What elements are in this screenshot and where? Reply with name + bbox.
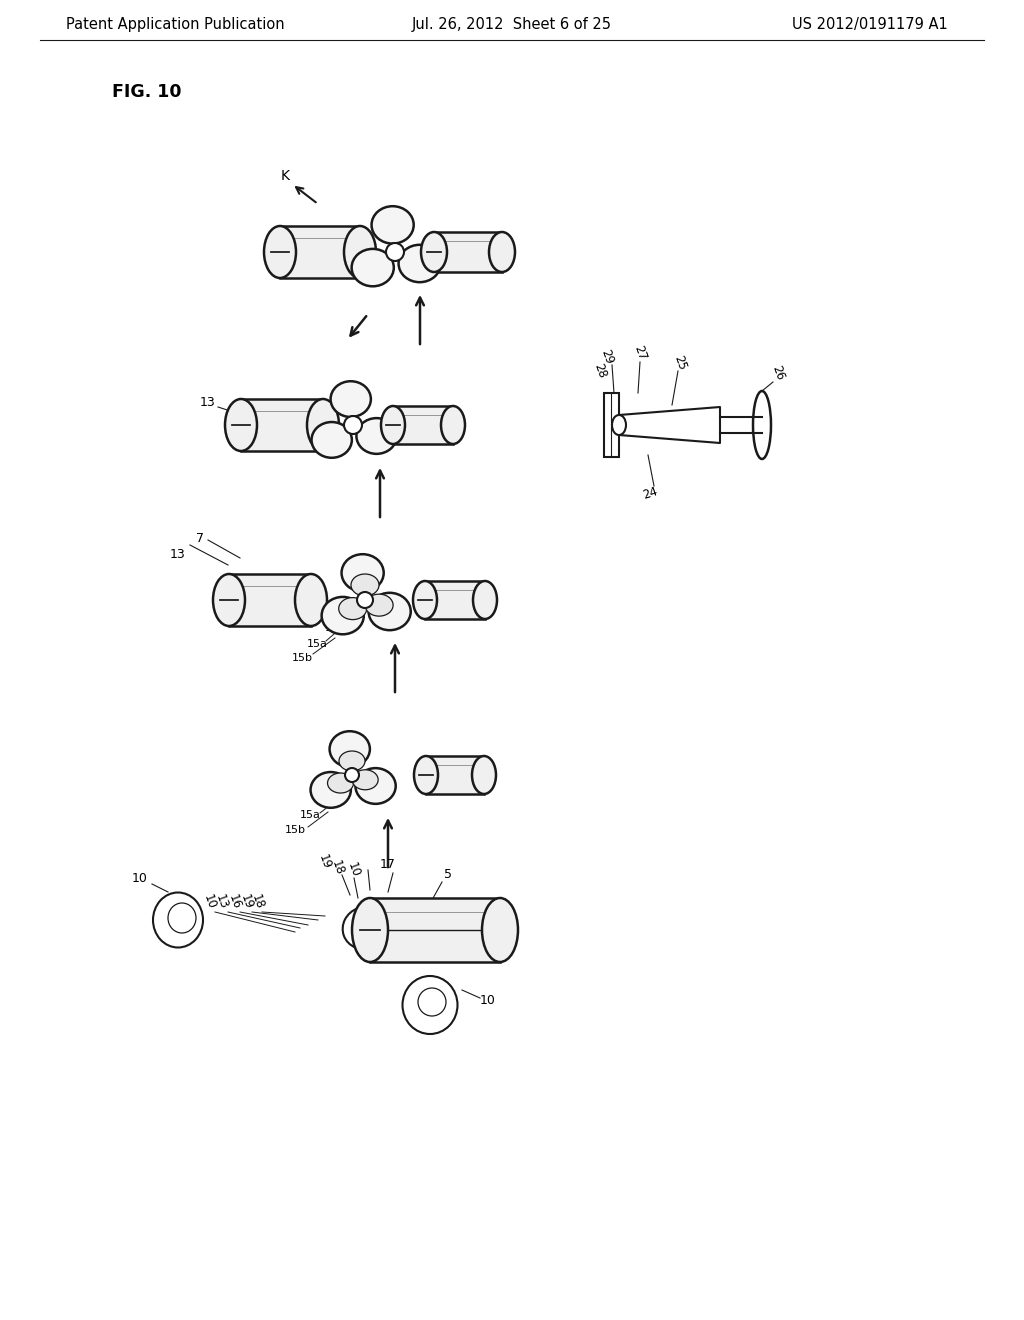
Ellipse shape <box>402 975 458 1034</box>
Ellipse shape <box>330 731 370 767</box>
Text: 24: 24 <box>641 484 659 502</box>
Ellipse shape <box>264 226 296 279</box>
Ellipse shape <box>472 756 496 795</box>
Ellipse shape <box>381 407 406 444</box>
Text: 13: 13 <box>170 549 186 561</box>
Ellipse shape <box>482 898 518 962</box>
Text: 10: 10 <box>202 892 219 911</box>
Bar <box>720 417 762 433</box>
Text: 17: 17 <box>380 858 396 871</box>
Ellipse shape <box>344 416 362 434</box>
Ellipse shape <box>418 987 446 1016</box>
Ellipse shape <box>357 591 373 609</box>
Ellipse shape <box>441 407 465 444</box>
Ellipse shape <box>345 768 359 781</box>
Text: 5: 5 <box>444 869 452 882</box>
Ellipse shape <box>386 243 404 261</box>
Text: 18: 18 <box>325 623 339 634</box>
Text: 10: 10 <box>132 871 147 884</box>
Text: 13: 13 <box>200 396 216 409</box>
Ellipse shape <box>356 418 396 454</box>
Ellipse shape <box>753 391 771 459</box>
Text: 26: 26 <box>769 364 786 383</box>
Text: 18: 18 <box>330 859 347 878</box>
Ellipse shape <box>352 898 388 962</box>
Polygon shape <box>618 407 720 444</box>
Ellipse shape <box>225 399 257 451</box>
Text: 13: 13 <box>213 892 230 911</box>
Ellipse shape <box>339 598 367 619</box>
Ellipse shape <box>612 414 626 436</box>
Text: Jul. 26, 2012  Sheet 6 of 25: Jul. 26, 2012 Sheet 6 of 25 <box>412 17 612 33</box>
Text: 27: 27 <box>632 343 648 362</box>
Ellipse shape <box>342 554 384 591</box>
Ellipse shape <box>295 574 327 626</box>
Text: 18: 18 <box>250 892 266 911</box>
Ellipse shape <box>351 249 394 286</box>
Text: 15a: 15a <box>300 810 321 820</box>
Ellipse shape <box>328 774 353 793</box>
Text: 15a: 15a <box>306 639 328 649</box>
Ellipse shape <box>352 770 378 789</box>
Text: 15b: 15b <box>292 653 312 663</box>
Text: 19: 19 <box>316 853 334 871</box>
Text: Patent Application Publication: Patent Application Publication <box>66 17 285 33</box>
Bar <box>604 393 618 457</box>
Text: 10: 10 <box>345 861 362 879</box>
Ellipse shape <box>372 206 414 244</box>
Bar <box>280 226 360 279</box>
Ellipse shape <box>343 907 387 949</box>
Ellipse shape <box>344 226 376 279</box>
Bar <box>370 898 500 962</box>
Text: K: K <box>281 169 290 183</box>
Ellipse shape <box>355 768 395 804</box>
Ellipse shape <box>366 594 393 616</box>
Text: 15b: 15b <box>285 825 305 836</box>
Ellipse shape <box>311 422 352 458</box>
Bar <box>426 756 484 795</box>
Bar <box>241 399 323 451</box>
Text: 25: 25 <box>672 354 689 372</box>
Text: FIG. 10: FIG. 10 <box>112 83 181 102</box>
Text: 11: 11 <box>327 777 341 788</box>
Bar <box>393 407 453 444</box>
Ellipse shape <box>398 244 440 282</box>
Bar <box>434 232 502 272</box>
Ellipse shape <box>421 232 447 272</box>
Ellipse shape <box>307 399 339 451</box>
Text: 7: 7 <box>196 532 204 544</box>
Ellipse shape <box>322 597 364 635</box>
Text: 18: 18 <box>317 795 332 805</box>
Ellipse shape <box>168 903 196 933</box>
Ellipse shape <box>310 772 351 808</box>
Ellipse shape <box>213 574 245 626</box>
Text: 16: 16 <box>226 892 244 911</box>
Text: 19: 19 <box>239 892 256 911</box>
Text: 11: 11 <box>333 605 347 615</box>
Text: 28: 28 <box>591 362 608 380</box>
Ellipse shape <box>153 892 203 948</box>
Text: US 2012/0191179 A1: US 2012/0191179 A1 <box>793 17 948 33</box>
Ellipse shape <box>489 232 515 272</box>
Bar <box>229 574 311 626</box>
Ellipse shape <box>414 756 438 795</box>
Text: 10: 10 <box>480 994 496 1006</box>
Ellipse shape <box>339 751 365 771</box>
Ellipse shape <box>473 581 497 619</box>
Ellipse shape <box>413 581 437 619</box>
Ellipse shape <box>331 381 371 417</box>
Ellipse shape <box>369 593 411 630</box>
Text: 29: 29 <box>598 347 615 366</box>
Bar <box>425 581 485 619</box>
Ellipse shape <box>351 574 379 597</box>
Ellipse shape <box>362 921 382 939</box>
